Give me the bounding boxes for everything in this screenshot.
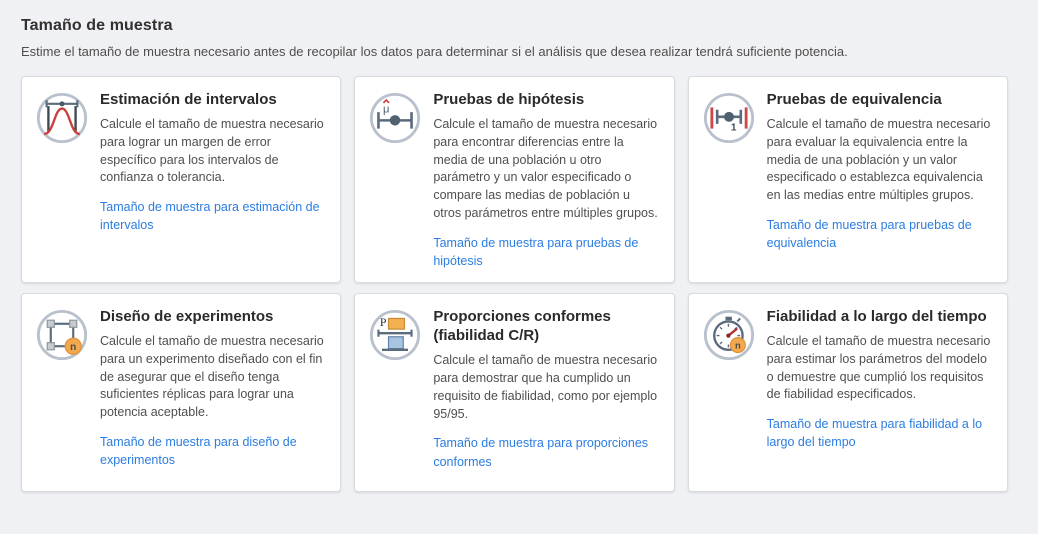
page-title: Tamaño de muestra xyxy=(21,17,173,34)
card-equivalence-tests: 1 Pruebas de equivalencia Calcule el tam… xyxy=(687,76,1008,283)
card-description: Calcule el tamaño de muestra necesario p… xyxy=(766,117,991,203)
card-body: Diseño de experimentos Calcule el tamaño… xyxy=(100,307,326,469)
doe-square-icon: n xyxy=(36,309,88,361)
svg-text:1: 1 xyxy=(731,122,737,133)
card-doe: n Diseño de experimentos Calcule el tama… xyxy=(21,293,342,492)
doe-link[interactable]: Tamaño de muestra para diseño de experim… xyxy=(100,434,297,468)
stopwatch-icon: n xyxy=(703,309,755,361)
svg-text:μ: μ xyxy=(383,104,389,116)
card-body: Estimación de intervalos Calcule el tama… xyxy=(100,90,326,234)
equivalence-limits-icon: 1 xyxy=(703,92,754,144)
card-body: Proporciones conformes (fiabilidad C/R) … xyxy=(433,307,659,471)
card-title: Diseño de experimentos xyxy=(100,308,274,325)
card-hypothesis-tests: μ Pruebas de hipótesis Calcule el tamaño… xyxy=(354,76,675,283)
card-title: Fiabilidad a lo largo del tiempo xyxy=(766,308,987,325)
equivalence-limits-icon: 1 xyxy=(703,92,755,144)
card-grid: Estimación de intervalos Calcule el tama… xyxy=(21,76,1008,492)
equivalence-tests-link[interactable]: Tamaño de muestra para pruebas de equiva… xyxy=(766,217,972,251)
svg-text:n: n xyxy=(70,342,76,353)
card-body: Fiabilidad a lo largo del tiempo Calcule… xyxy=(767,307,993,451)
card-interval-estimation: Estimación de intervalos Calcule el tama… xyxy=(21,76,342,283)
interval-estimation-link[interactable]: Tamaño de muestra para estimación de int… xyxy=(100,200,320,233)
bell-curve-interval-icon xyxy=(36,92,88,144)
card-description: Calcule el tamaño de muestra necesario p… xyxy=(766,334,991,402)
bell-curve-interval-icon xyxy=(36,92,88,144)
mean-interval-icon: μ xyxy=(369,92,421,144)
svg-text:n: n xyxy=(735,340,741,351)
card-body: Pruebas de hipótesis Calcule el tamaño d… xyxy=(433,90,659,270)
card-title: Pruebas de hipótesis xyxy=(433,91,585,108)
mean-interval-icon: μ xyxy=(370,92,421,144)
conforming-proportions-link[interactable]: Tamaño de muestra para proporciones conf… xyxy=(433,436,649,469)
card-description: Calcule el tamaño de muestra necesario p… xyxy=(433,353,658,421)
card-conforming-proportions: P Proporciones conformes (fiabilidad C/R… xyxy=(354,293,675,492)
card-title: Estimación de intervalos xyxy=(100,91,277,108)
proportion-bars-icon: P xyxy=(369,309,421,361)
doe-square-icon: n xyxy=(36,309,88,361)
page-subtitle: Estime el tamaño de muestra necesario an… xyxy=(21,44,848,59)
proportion-bars-icon: P xyxy=(370,309,421,361)
stopwatch-icon: n xyxy=(703,309,754,361)
card-reliability-over-time: n Fiabilidad a lo largo del tiempo Calcu… xyxy=(687,293,1008,492)
card-title: Proporciones conformes (fiabilidad C/R) xyxy=(433,308,611,345)
svg-text:P: P xyxy=(380,315,387,329)
card-description: Calcule el tamaño de muestra necesario p… xyxy=(100,334,324,420)
card-body: Pruebas de equivalencia Calcule el tamañ… xyxy=(767,90,993,252)
sample-size-page: Tamaño de muestra Estime el tamaño de mu… xyxy=(21,17,1008,492)
card-description: Calcule el tamaño de muestra necesario p… xyxy=(100,117,324,185)
card-title: Pruebas de equivalencia xyxy=(766,91,942,108)
card-description: Calcule el tamaño de muestra necesario p… xyxy=(433,117,658,220)
hypothesis-tests-link[interactable]: Tamaño de muestra para pruebas de hipóte… xyxy=(433,235,639,268)
reliability-over-time-link[interactable]: Tamaño de muestra para fiabilidad a lo l… xyxy=(766,417,983,450)
